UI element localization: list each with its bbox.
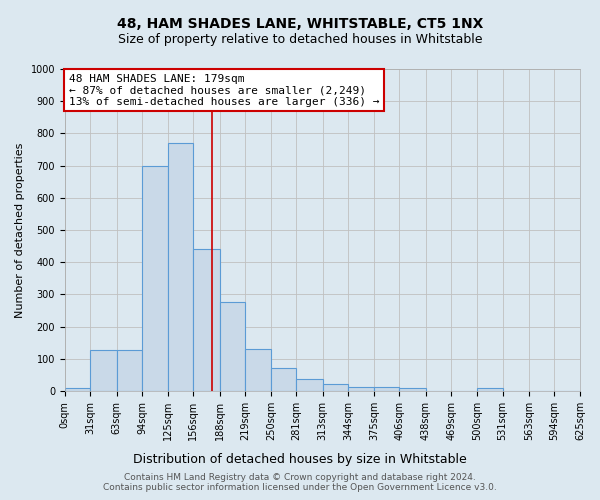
Bar: [220, 302, 245, 391]
Bar: [91, 350, 117, 391]
Bar: [271, 368, 296, 391]
Text: Distribution of detached houses by size in Whitstable: Distribution of detached houses by size …: [133, 452, 467, 466]
Y-axis label: Number of detached properties: Number of detached properties: [15, 142, 25, 318]
Text: Contains HM Land Registry data © Crown copyright and database right 2024.
Contai: Contains HM Land Registry data © Crown c…: [103, 473, 497, 492]
Bar: [142, 166, 168, 391]
Bar: [117, 350, 142, 391]
Bar: [349, 387, 374, 391]
Bar: [296, 378, 323, 391]
Text: 48 HAM SHADES LANE: 179sqm
← 87% of detached houses are smaller (2,249)
13% of s: 48 HAM SHADES LANE: 179sqm ← 87% of deta…: [69, 74, 379, 107]
Bar: [193, 250, 220, 391]
Bar: [245, 349, 271, 391]
Text: 48, HAM SHADES LANE, WHITSTABLE, CT5 1NX: 48, HAM SHADES LANE, WHITSTABLE, CT5 1NX: [117, 18, 483, 32]
Text: Size of property relative to detached houses in Whitstable: Size of property relative to detached ho…: [118, 32, 482, 46]
Bar: [168, 143, 193, 391]
Bar: [65, 388, 91, 391]
Bar: [374, 387, 400, 391]
Bar: [477, 388, 503, 391]
Bar: [323, 384, 349, 391]
Bar: [400, 388, 426, 391]
